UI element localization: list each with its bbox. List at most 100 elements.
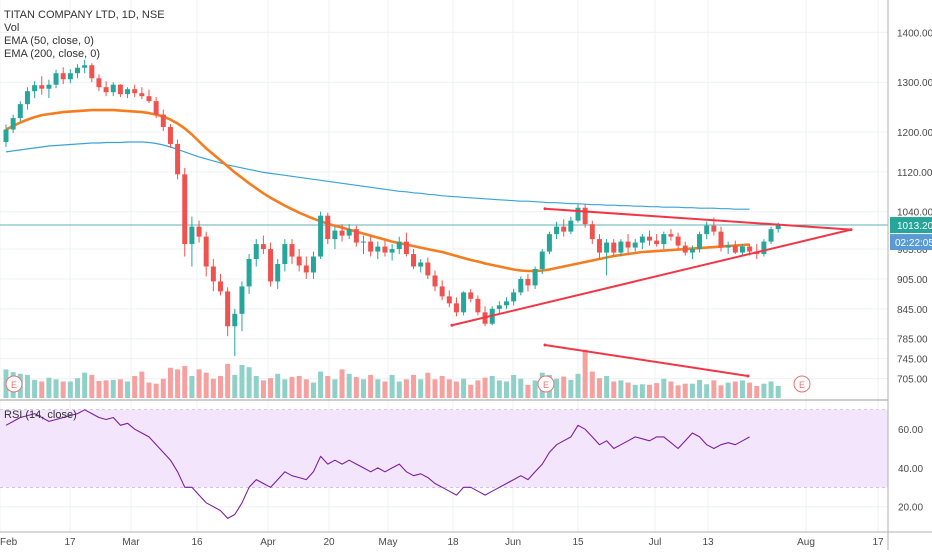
legend-vol[interactable]: Vol (4, 22, 20, 34)
candle-body (318, 215, 324, 257)
candle-body (711, 225, 717, 232)
volume-bar (332, 379, 338, 398)
trendline-anchor (543, 207, 547, 211)
lower-trendline (451, 228, 852, 327)
volume-bar (232, 374, 238, 398)
volume-bar (303, 379, 309, 398)
volume-bar (189, 376, 195, 398)
candle-body (511, 292, 517, 302)
candle-body (697, 234, 703, 250)
candle-body (575, 207, 581, 221)
candle-body (53, 73, 59, 85)
candle-body (260, 244, 266, 250)
upper-trendline (544, 207, 852, 231)
volume-bar (32, 379, 38, 398)
volume-bar (389, 374, 395, 398)
price-tick: 1040.00 (897, 208, 932, 219)
candle-body (125, 89, 131, 95)
volume-bar (361, 379, 366, 398)
volume-bar (768, 381, 774, 398)
candle-body (117, 84, 123, 95)
main-legend: TITAN COMPANY LTD, 1D, NSE Vol EMA (50, … (4, 9, 165, 61)
volume-bar (418, 379, 424, 398)
volume-bar (739, 380, 745, 398)
volume-bar (468, 384, 474, 398)
volume-bar (554, 378, 560, 398)
candle-body (203, 236, 209, 267)
volume-bar (611, 381, 617, 398)
volume-bar (275, 373, 281, 398)
price-tick: 1300.00 (897, 78, 932, 89)
earnings-marker (793, 375, 811, 393)
time-tick: Jun (505, 537, 521, 548)
trendline-anchor (543, 343, 547, 347)
earnings-marker (5, 375, 23, 393)
rsi-tick: 40.00 (898, 464, 923, 475)
legend-ema50[interactable]: EMA (50, close, 0) (4, 35, 94, 47)
time-tick: Apr (260, 537, 276, 548)
volume-trendline (544, 344, 749, 377)
volume-bar (396, 381, 402, 398)
volume-bar (747, 382, 753, 398)
candle-body (761, 241, 767, 255)
candle-body (682, 245, 688, 253)
last-price-text: 1013.20 (897, 221, 932, 232)
candle-body (432, 275, 438, 287)
volume-bar (353, 377, 359, 398)
trendlines[interactable] (450, 207, 853, 378)
volume-bar (661, 378, 667, 398)
legend-title[interactable]: TITAN COMPANY LTD, 1D, NSE (4, 9, 165, 21)
volume-bar (375, 379, 381, 398)
candle-body (389, 249, 395, 253)
candle-body (461, 292, 467, 313)
axes: 1400.00 1300.00 1200.00 1120.00 1040.00 965.0… (0, 28, 932, 548)
volume-bar (153, 383, 159, 398)
legend-ema200[interactable]: EMA (200, close, 0) (4, 48, 100, 60)
volume-bar (561, 376, 567, 398)
legend-rsi[interactable]: RSI (14, close) (4, 409, 77, 421)
volume-bar (432, 379, 438, 398)
time-tick: 15 (572, 537, 584, 548)
volume-bar (575, 373, 581, 398)
candle-body (661, 234, 667, 245)
candle-body (375, 246, 381, 252)
price-tick: 785.00 (897, 335, 928, 346)
candle-body (110, 84, 116, 93)
candle-body (732, 245, 738, 253)
volume-bar (718, 385, 724, 398)
candle-body (468, 292, 474, 299)
volume-bar (125, 381, 131, 398)
volume-bar (318, 371, 324, 398)
volume-bar (96, 380, 102, 398)
candle-body (153, 101, 159, 115)
volume-bar (82, 372, 88, 398)
candle-body (718, 231, 724, 248)
ema200-path (5, 141, 750, 210)
candle-body (139, 93, 145, 97)
volume-bar (403, 379, 409, 398)
candle-body (768, 229, 774, 242)
volume-bars (3, 349, 781, 398)
candle-body (568, 220, 574, 232)
time-tick: 17 (872, 537, 884, 548)
candle-body (496, 305, 502, 309)
candle-body (546, 234, 552, 252)
volume-bar (346, 373, 352, 398)
volume-bar (24, 374, 30, 398)
time-tick: 16 (191, 537, 203, 548)
candle-body (196, 226, 202, 237)
candle-body (439, 286, 445, 297)
volume-bar (296, 376, 302, 398)
volume-bar (654, 383, 660, 398)
candle-body (518, 278, 524, 293)
candle-body (382, 246, 388, 253)
candle-body (82, 65, 88, 68)
candle-body (639, 236, 645, 243)
candle-body (182, 174, 188, 245)
volume-bar (482, 377, 488, 398)
candle-body (475, 298, 481, 313)
candle-body (403, 241, 409, 255)
